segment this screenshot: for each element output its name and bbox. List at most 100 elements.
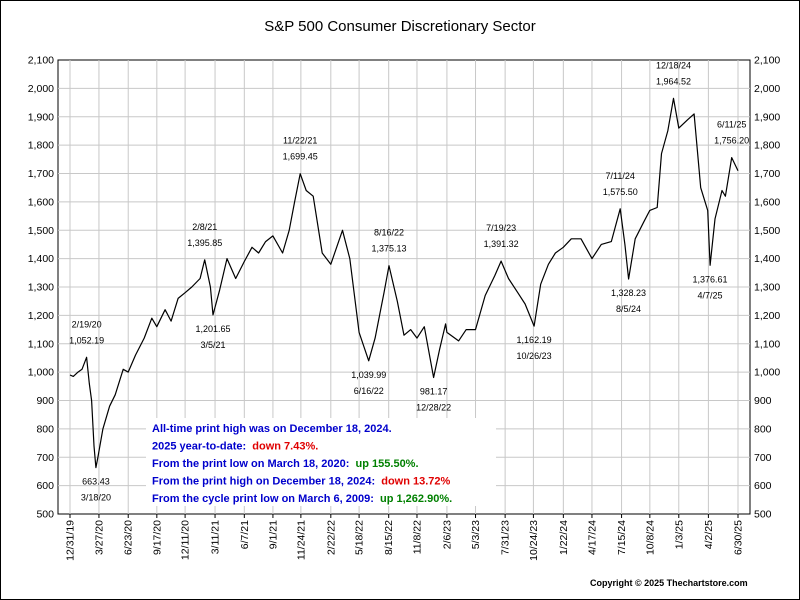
x-tick-label: 6/23/20 bbox=[123, 520, 135, 555]
x-tick-label: 6/30/25 bbox=[733, 520, 745, 555]
annotation-value: 1,699.45 bbox=[283, 152, 318, 162]
x-tick-label: 11/8/22 bbox=[411, 520, 423, 554]
y-tick-label-left: 2,000 bbox=[28, 83, 54, 95]
annotation-date: 2/19/20 bbox=[72, 319, 102, 329]
info-box-line: From the print low on March 18, 2020: up… bbox=[152, 458, 419, 470]
annotation-value: 1,575.50 bbox=[603, 187, 638, 197]
annotation-value: 1,756.20 bbox=[714, 136, 749, 146]
info-box-line: From the cycle print low on March 6, 200… bbox=[152, 493, 452, 505]
annotation-date: 2/8/21 bbox=[192, 222, 217, 232]
y-tick-label-left: 1,700 bbox=[28, 168, 54, 180]
info-box-line: All-time print high was on December 18, … bbox=[152, 423, 392, 435]
y-tick-label-left: 1,400 bbox=[28, 253, 54, 265]
y-tick-label-right: 700 bbox=[754, 452, 772, 464]
y-tick-label-left: 1,900 bbox=[28, 111, 54, 123]
annotation-date: 3/18/20 bbox=[81, 493, 111, 503]
y-tick-label-right: 1,800 bbox=[754, 140, 780, 152]
y-tick-label-left: 1,600 bbox=[28, 196, 54, 208]
y-tick-label-left: 500 bbox=[36, 509, 54, 521]
y-tick-label-right: 2,000 bbox=[754, 83, 780, 95]
annotation-date: 8/5/24 bbox=[616, 304, 641, 314]
info-box-line: From the print high on December 18, 2024… bbox=[152, 476, 451, 488]
y-tick-label-right: 1,100 bbox=[754, 338, 780, 350]
x-tick-label: 2/22/22 bbox=[325, 520, 337, 555]
x-tick-label: 11/24/21 bbox=[295, 520, 307, 560]
y-tick-label-left: 1,300 bbox=[28, 282, 54, 294]
info-box-text: From the print high on December 18, 2024… bbox=[152, 476, 381, 488]
info-box-text: down 7.43%. bbox=[252, 441, 318, 453]
info-box-text: up 155.50%. bbox=[356, 458, 419, 470]
y-tick-label-right: 2,100 bbox=[754, 55, 780, 67]
annotation-value: 1,201.65 bbox=[196, 324, 231, 334]
annotation-date: 7/11/24 bbox=[606, 171, 635, 181]
annotation-value: 1,395.85 bbox=[187, 238, 222, 248]
y-tick-label-right: 1,700 bbox=[754, 168, 780, 180]
y-tick-label-right: 1,600 bbox=[754, 196, 780, 208]
y-tick-label-left: 1,800 bbox=[28, 140, 54, 152]
info-box-text: All-time print high was on December 18, … bbox=[152, 423, 392, 435]
y-tick-label-left: 600 bbox=[36, 480, 54, 492]
y-tick-label-left: 1,200 bbox=[28, 310, 54, 322]
annotation-value: 1,376.61 bbox=[693, 274, 728, 284]
annotation-value: 1,052.19 bbox=[69, 335, 104, 345]
x-tick-label: 7/31/23 bbox=[500, 520, 512, 555]
annotation-date: 4/7/25 bbox=[698, 290, 723, 300]
y-tick-label-right: 1,500 bbox=[754, 225, 780, 237]
y-tick-label-left: 800 bbox=[36, 423, 54, 435]
x-tick-label: 12/11/20 bbox=[180, 520, 192, 560]
annotation-date: 12/18/24 bbox=[656, 60, 691, 70]
copyright-text: Copyright © 2025 Thechartstore.com bbox=[590, 578, 748, 588]
annotation-date: 11/22/21 bbox=[283, 136, 317, 146]
x-tick-label: 3/27/20 bbox=[93, 520, 105, 555]
x-tick-label: 7/15/24 bbox=[616, 520, 628, 555]
annotation-value: 981.17 bbox=[420, 386, 448, 396]
annotation-value: 1,039.99 bbox=[351, 370, 386, 380]
x-tick-label: 9/1/21 bbox=[267, 520, 279, 549]
annotation-value: 663.43 bbox=[82, 477, 110, 487]
annotation-value: 1,375.13 bbox=[372, 244, 407, 254]
x-tick-label: 2/6/23 bbox=[441, 520, 453, 549]
info-box-text: down 13.72% bbox=[381, 476, 450, 488]
info-box bbox=[146, 418, 496, 506]
y-tick-label-left: 700 bbox=[36, 452, 54, 464]
annotation-date: 6/16/22 bbox=[354, 386, 384, 396]
y-tick-label-right: 1,400 bbox=[754, 253, 780, 265]
x-tick-label: 9/17/20 bbox=[151, 520, 163, 555]
price-series-line bbox=[69, 97, 739, 469]
annotation-date: 10/26/23 bbox=[517, 351, 552, 361]
y-tick-label-right: 1,300 bbox=[754, 282, 780, 294]
x-tick-label: 3/11/21 bbox=[210, 520, 222, 554]
annotation-date: 12/28/22 bbox=[416, 402, 451, 412]
info-box-text: From the cycle print low on March 6, 200… bbox=[152, 493, 380, 505]
x-tick-label: 1/22/24 bbox=[558, 520, 570, 555]
y-tick-label-right: 1,000 bbox=[754, 367, 780, 379]
x-tick-label: 1/3/25 bbox=[673, 520, 685, 549]
y-tick-label-left: 1,000 bbox=[28, 367, 54, 379]
x-tick-label: 10/8/24 bbox=[644, 520, 656, 555]
annotation-value: 1,162.19 bbox=[517, 335, 552, 345]
info-box-text: up 1,262.90%. bbox=[380, 493, 452, 505]
chart-title: S&P 500 Consumer Discretionary Sector bbox=[264, 18, 536, 35]
info-box-line: 2025 year-to-date: down 7.43%. bbox=[152, 441, 318, 453]
y-tick-label-right: 600 bbox=[754, 480, 772, 492]
annotation-value: 1,391.32 bbox=[484, 239, 519, 249]
x-tick-label: 5/3/23 bbox=[470, 520, 482, 549]
y-tick-label-right: 800 bbox=[754, 423, 772, 435]
annotation-date: 8/16/22 bbox=[374, 228, 404, 238]
x-tick-label: 4/2/25 bbox=[703, 520, 715, 549]
x-tick-label: 4/17/24 bbox=[586, 520, 598, 555]
annotation-value: 1,328.23 bbox=[611, 288, 646, 298]
annotation-date: 3/5/21 bbox=[201, 340, 226, 350]
x-tick-label: 10/24/23 bbox=[528, 520, 540, 561]
x-tick-label: 12/31/19 bbox=[65, 520, 77, 561]
y-tick-label-right: 1,200 bbox=[754, 310, 780, 322]
annotation-date: 6/11/25 bbox=[717, 120, 746, 130]
x-tick-label: 5/18/22 bbox=[354, 520, 366, 555]
info-box-text: 2025 year-to-date: bbox=[152, 441, 252, 453]
x-tick-label: 6/7/21 bbox=[239, 520, 251, 549]
x-tick-label: 8/15/22 bbox=[383, 520, 395, 555]
y-tick-label-right: 500 bbox=[754, 509, 772, 521]
y-tick-label-left: 1,100 bbox=[28, 338, 54, 350]
